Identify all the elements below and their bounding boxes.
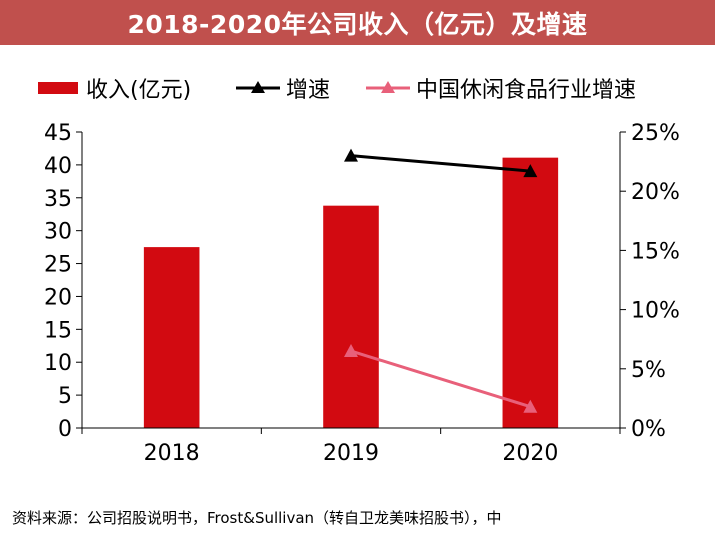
growth-point (344, 148, 358, 162)
revenue-bar (143, 247, 200, 428)
source-note: 资料来源：公司招股说明书，Frost&Sullivan（转自卫龙美味招股书），中 (12, 509, 502, 527)
revenue-bars (143, 157, 559, 429)
legend-label-growth: 增速 (286, 78, 330, 103)
right-tick-label: 10% (631, 299, 680, 324)
left-tick-label: 0 (58, 417, 72, 442)
left-tick-label: 35 (44, 187, 72, 212)
right-tick-label: 25% (631, 121, 680, 146)
growth-point (523, 164, 538, 178)
industry-growth-line (350, 349, 531, 409)
revenue-growth-chart: 收入(亿元) 增速 中国休闲食品行业增速 051015202530354045 … (38, 78, 680, 466)
industry-growth-point (523, 399, 538, 413)
x-tick-label: 2018 (144, 441, 200, 466)
legend-industry-marker (381, 81, 395, 93)
right-tick-label: 20% (631, 180, 680, 205)
left-tick-label: 45 (44, 121, 72, 146)
revenue-bar (502, 157, 559, 429)
industry-growth-point (344, 344, 358, 358)
left-tick-label: 15 (44, 318, 72, 343)
legend: 收入(亿元) 增速 中国休闲食品行业增速 (38, 78, 636, 103)
left-tick-label: 30 (44, 220, 72, 245)
chart-title: 2018-2020年公司收入（亿元）及增速 (0, 0, 715, 45)
left-tick-label: 20 (44, 285, 72, 310)
right-tick-label: 0% (631, 417, 666, 442)
growth-line (350, 154, 531, 173)
x-tick-label: 2019 (323, 441, 379, 466)
growth-lines (344, 148, 538, 413)
right-tick-label: 5% (631, 358, 666, 383)
legend-growth-marker (251, 81, 265, 93)
legend-bar-swatch (38, 82, 78, 94)
legend-label-revenue: 收入(亿元) (86, 78, 191, 103)
left-tick-label: 10 (44, 351, 72, 376)
x-axis-labels: 2018 2019 2020 (81, 428, 621, 466)
left-tick-label: 40 (44, 154, 72, 179)
left-tick-label: 5 (58, 384, 72, 409)
right-axis-ticks: 0% 5% 10% 15% 20% 25% (620, 121, 680, 442)
right-tick-label: 15% (631, 239, 680, 264)
left-axis-ticks: 0 5 10 15 20 25 30 35 40 45 (44, 121, 82, 442)
legend-label-industry: 中国休闲食品行业增速 (416, 78, 636, 103)
left-tick-label: 25 (44, 253, 72, 278)
revenue-bar (323, 205, 379, 428)
x-tick-label: 2020 (502, 441, 558, 466)
